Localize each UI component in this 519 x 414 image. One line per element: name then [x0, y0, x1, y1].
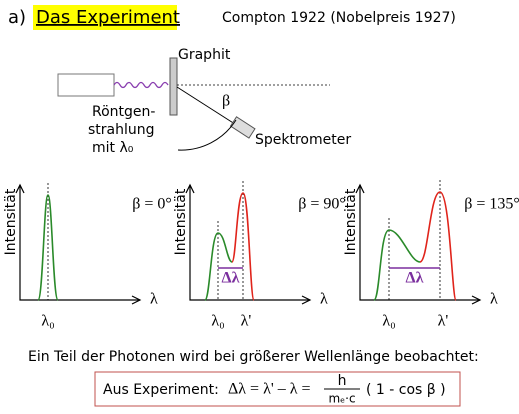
x-tick-label: λ' — [438, 313, 449, 330]
highlight — [33, 5, 177, 30]
formula-numerator: h — [338, 373, 347, 389]
green-curve — [373, 229, 421, 301]
detector-label: Spektrometer — [255, 132, 351, 148]
formula-lead: Aus Experiment: — [103, 382, 219, 398]
axes — [19, 185, 140, 301]
x-tick-label: λ' — [241, 313, 252, 330]
angle-label: β = 135° — [464, 196, 519, 213]
y-axis-label: Intensität — [3, 188, 19, 255]
arrow — [355, 183, 365, 194]
arrow — [131, 295, 142, 305]
arrow — [15, 183, 25, 194]
source-label: strahlung — [88, 122, 155, 138]
formula-box — [94, 371, 461, 407]
note: Compton 1922 (Nobelpreis 1927) — [222, 10, 456, 26]
title: Das Experiment — [36, 7, 180, 28]
angle-label: β = 0° — [132, 196, 172, 213]
x-axis-label: λ — [320, 291, 328, 308]
angle-label: β = 90° — [298, 196, 346, 213]
y-axis-label: Intensität — [173, 188, 189, 255]
x-axis-label: λ — [490, 291, 498, 308]
x-ray-beam — [113, 81, 169, 89]
source-label: mit λ₀ — [92, 140, 134, 156]
arrow — [301, 295, 312, 305]
statement: Ein Teil der Photonen wird bei größerer … — [28, 349, 479, 365]
arrow — [471, 295, 482, 305]
angle-label: β — [222, 93, 230, 110]
shift-label: Δλ — [222, 270, 240, 287]
x-tick-label: λ₀ — [211, 313, 224, 330]
green-curve — [37, 194, 59, 301]
section-label: a) — [8, 7, 26, 28]
angle-arc — [177, 119, 237, 151]
x-ray-source — [57, 73, 115, 97]
red-curve — [419, 191, 457, 301]
red-curve — [231, 192, 255, 301]
x-tick-label: λ₀ — [41, 313, 54, 330]
formula-lhs: Δλ = λ' – λ = — [228, 381, 311, 398]
formula-denominator: mₑ·c — [328, 392, 355, 406]
arrow — [185, 183, 195, 194]
green-curve — [204, 232, 233, 301]
target-label: Graphit — [178, 47, 231, 63]
shift-label: Δλ — [406, 270, 424, 287]
source-label: Röntgen- — [92, 104, 155, 120]
graphite-target — [169, 57, 178, 116]
scattered-beam — [176, 86, 239, 127]
axes — [189, 185, 310, 301]
y-axis-label: Intensität — [343, 188, 359, 255]
x-tick-label: λ₀ — [382, 313, 395, 330]
spectrometer — [229, 116, 256, 139]
formula-factor: ( 1 - cos β ) — [366, 382, 446, 398]
axes — [359, 185, 480, 301]
x-axis-label: λ — [150, 291, 158, 308]
